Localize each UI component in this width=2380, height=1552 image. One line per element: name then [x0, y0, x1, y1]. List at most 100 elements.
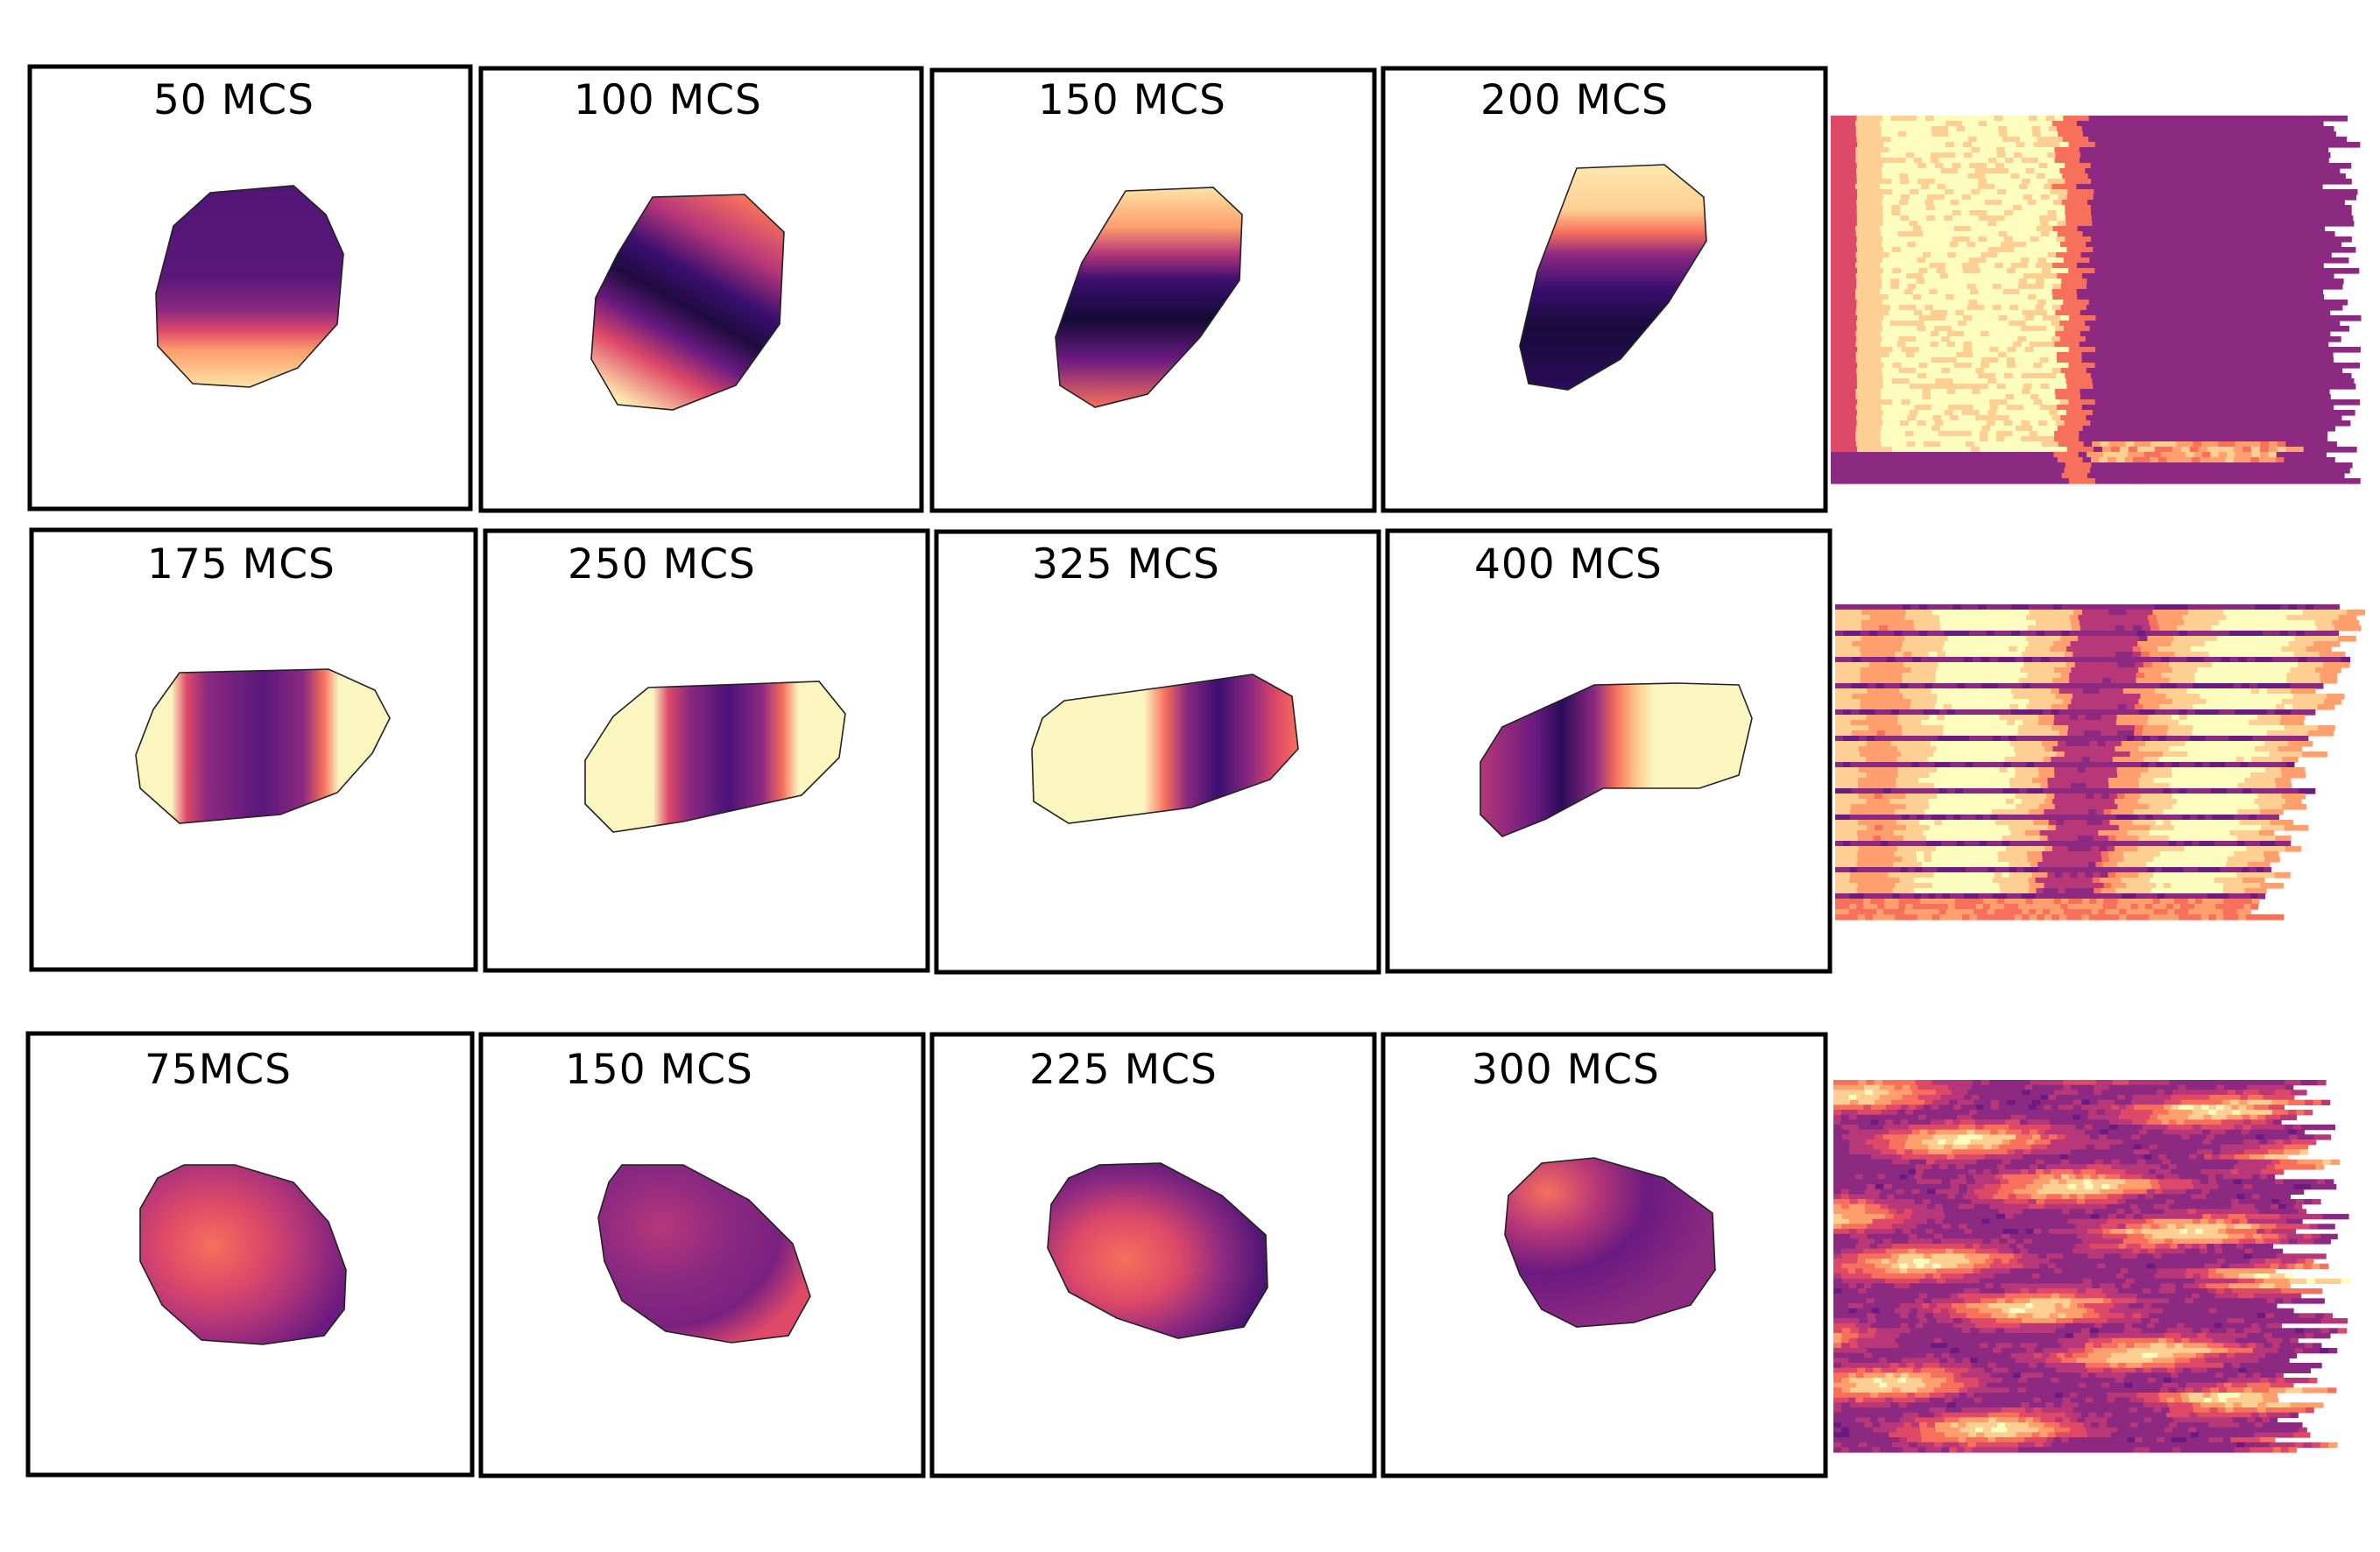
kymograph-cell [1847, 131, 1857, 138]
kymograph-cell [1937, 263, 1946, 269]
kymograph-cell [1917, 384, 1928, 390]
kymograph-cell [1881, 405, 1890, 411]
kymograph-cell [1962, 294, 1972, 300]
kymograph-cell [1960, 326, 1970, 332]
kymograph-cell [2129, 331, 2140, 337]
kymograph-cell [2332, 468, 2341, 474]
kymograph-cell [2228, 158, 2238, 164]
kymograph-cell [2113, 615, 2122, 621]
kymograph-cell [2221, 373, 2230, 379]
kymograph-cell [2204, 604, 2214, 610]
kymograph-cell [1831, 326, 1840, 332]
kymograph-cell [2080, 625, 2090, 631]
kymograph-cell [2279, 168, 2290, 174]
kymograph-cell [1839, 373, 1849, 379]
kymograph-cell [1914, 610, 1924, 616]
kymograph-cell [1962, 652, 1972, 658]
kymograph-cell [1995, 667, 2005, 674]
kymograph-cell [1882, 236, 1893, 243]
kymograph-cell [2103, 604, 2114, 610]
kymograph-cell [2039, 215, 2049, 222]
kymograph-cell [2217, 131, 2228, 138]
kymograph-cell [2240, 646, 2249, 653]
kymograph-cell [1865, 116, 1875, 122]
kymograph-cell [2077, 142, 2087, 148]
kymograph-cell [2015, 457, 2025, 463]
kymograph-cell [2284, 457, 2293, 463]
kymograph-cell [2121, 147, 2130, 153]
kymograph-cell [1934, 179, 1945, 185]
kymograph-cell [2103, 305, 2113, 311]
kymograph-cell [2290, 625, 2300, 631]
kymograph-cell [2216, 457, 2227, 463]
kymograph-cell [2182, 615, 2193, 621]
kymograph-cell [2078, 368, 2087, 374]
kymograph-cell [2297, 321, 2306, 327]
kymograph-cell [2312, 137, 2321, 143]
kymograph-cell [2010, 289, 2020, 295]
kymograph-cell [1855, 289, 1865, 295]
kymograph-cell [2052, 294, 2062, 300]
kymograph-cell [2170, 221, 2180, 227]
kymograph-cell [1909, 646, 1919, 653]
kymograph-cell [2255, 394, 2264, 400]
kymograph-cell [2077, 347, 2087, 353]
kymograph-cell [2225, 189, 2235, 195]
kymograph-cell [2056, 236, 2066, 243]
kymograph-cell [2274, 273, 2285, 279]
kymograph-cell [2012, 179, 2023, 185]
kymograph-cell [1923, 441, 1933, 448]
kymograph-cell [2217, 116, 2228, 122]
kymograph-cell [1872, 152, 1882, 159]
kymograph-cell [2223, 247, 2234, 253]
kymograph-cell [1839, 352, 1848, 358]
kymograph-cell [1904, 620, 1915, 626]
kymograph-cell [1831, 420, 1840, 427]
kymograph-cell [2042, 168, 2052, 174]
kymograph-cell [2016, 168, 2027, 174]
kymograph-cell [2170, 431, 2179, 437]
kymograph-cell [1993, 200, 2003, 206]
kymograph-cell [1927, 268, 1938, 274]
kymograph-cell [2123, 405, 2133, 411]
kymograph-cell [2336, 652, 2346, 658]
kymograph-cell [2113, 331, 2123, 337]
kymograph-cell [1839, 378, 1849, 384]
kymograph-cell [2057, 378, 2067, 384]
kymograph-cell [2275, 231, 2285, 237]
kymograph-cell [2149, 652, 2159, 658]
kymograph-cell [2122, 615, 2131, 621]
kymograph-cell [2208, 268, 2219, 274]
kymograph-cell [1945, 189, 1954, 195]
kymograph-cell [2122, 667, 2131, 674]
kymograph-cell [2189, 384, 2199, 390]
kymograph-cell [2172, 189, 2183, 195]
kymograph-cell [2293, 436, 2303, 442]
kymograph-cell [1883, 478, 1894, 484]
kymograph-cell [2061, 631, 2071, 637]
kymograph-cell [2288, 331, 2298, 337]
kymograph-cell [1946, 389, 1956, 395]
kymograph-cell [1831, 300, 1840, 306]
kymograph-cell [1972, 252, 1982, 258]
kymograph-cell [2312, 447, 2322, 453]
kymograph-cell [2333, 305, 2343, 311]
kymograph-cell [2055, 394, 2065, 400]
kymograph-cell [2267, 457, 2277, 463]
kymograph-cell [2064, 326, 2073, 332]
kymograph-cell [2299, 405, 2309, 411]
kymograph-cell [1873, 284, 1883, 290]
kymograph-cell [2183, 116, 2193, 122]
kymograph-cell [2179, 158, 2188, 164]
kymograph-cell [2105, 331, 2115, 337]
kymograph-cell [1960, 236, 1971, 243]
kymograph-cell [1891, 163, 1901, 169]
kymograph-cell [1930, 389, 1940, 395]
kymograph-cell [2031, 447, 2042, 453]
kymograph-cell [1955, 152, 1965, 159]
kymograph-cell [2222, 378, 2233, 384]
kymograph-cell [2051, 363, 2061, 369]
kymograph-cell [2103, 631, 2113, 637]
kymograph-cell [2203, 179, 2214, 185]
kymograph-cell [1971, 142, 1981, 148]
